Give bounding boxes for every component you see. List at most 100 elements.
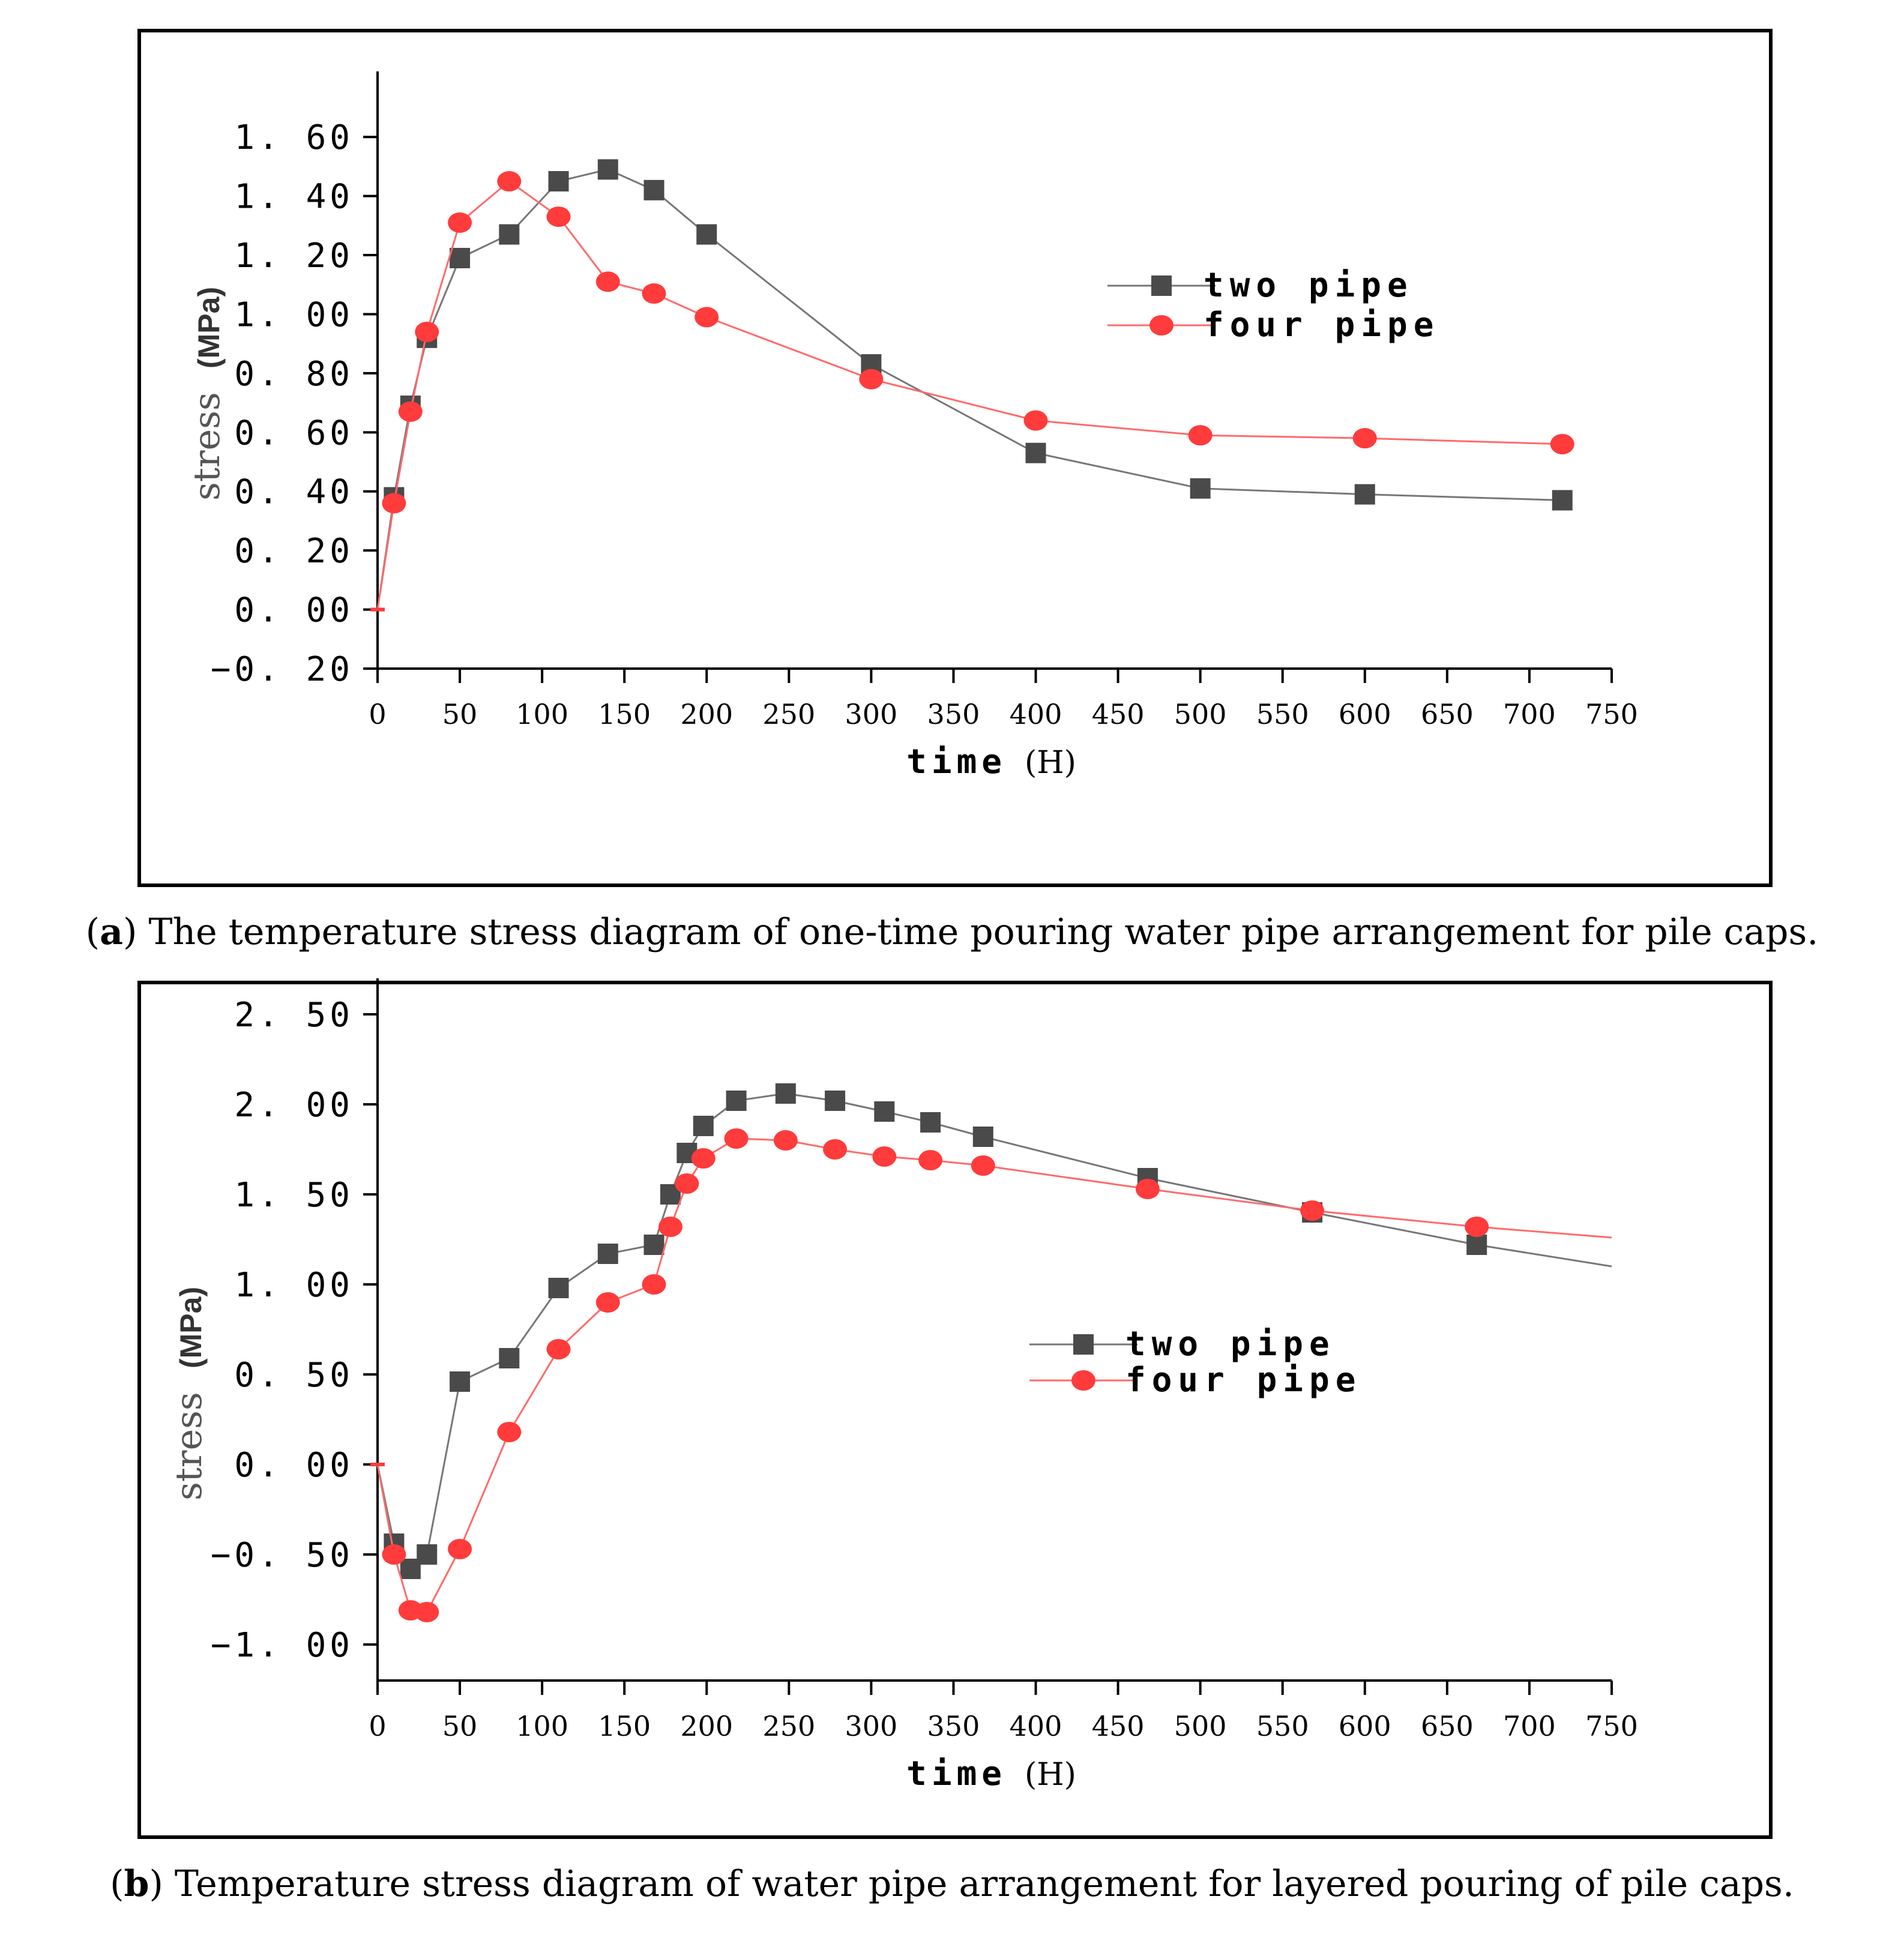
x-axis-title: time [906, 742, 1007, 781]
data-point-two-pipe [1466, 1235, 1487, 1255]
data-point-four-pipe [448, 212, 472, 233]
y-axis-title-unit: (MPa) [192, 287, 226, 369]
y-tick-label: 2. 00 [234, 1086, 354, 1125]
data-point-two-pipe [450, 1371, 471, 1392]
legend-label: two pipe [1204, 266, 1414, 305]
x-tick-label: 250 [762, 698, 815, 730]
x-axis-unit: (H) [1025, 745, 1076, 781]
x-tick-label: 50 [442, 698, 478, 730]
legend-marker-square [1073, 1334, 1094, 1355]
x-tick-label: 750 [1585, 698, 1638, 730]
data-point-two-pipe [548, 1278, 569, 1298]
y-axis-title: stress (MPa) [186, 287, 228, 501]
data-point-four-pipe [971, 1155, 995, 1176]
caption-a-text: The temperature stress diagram of one-ti… [137, 911, 1819, 953]
data-point-four-pipe [918, 1150, 943, 1170]
data-point-four-pipe [1352, 428, 1377, 449]
x-tick-label: 300 [845, 1710, 897, 1742]
legend-label: four pipe [1204, 305, 1439, 345]
data-point-four-pipe [595, 271, 620, 292]
x-tick-label: 150 [598, 698, 651, 730]
y-axis-title: stress (MPa) [168, 1287, 210, 1500]
x-tick-label: 0 [369, 1710, 386, 1742]
x-tick-label: 350 [927, 698, 980, 730]
data-point-four-pipe [497, 1422, 522, 1442]
legend-marker-circle [1071, 1370, 1095, 1391]
x-tick-label: 300 [845, 698, 897, 730]
x-tick-label: 450 [1092, 698, 1145, 730]
y-tick-label: 0. 60 [234, 414, 354, 453]
data-point-two-pipe [1190, 478, 1211, 499]
y-tick-label: 1. 00 [234, 1266, 354, 1305]
x-tick-label: 550 [1256, 698, 1309, 730]
series-line-four-pipe [376, 1137, 1612, 1613]
data-point-two-pipe [499, 1348, 520, 1368]
data-point-four-pipe [1550, 434, 1574, 454]
data-point-four-pipe [658, 1217, 682, 1237]
data-point-four-pipe [872, 1146, 897, 1167]
data-point-four-pipe [642, 283, 666, 304]
data-point-four-pipe [1188, 425, 1213, 446]
data-point-four-pipe [694, 307, 719, 328]
data-point-four-pipe [1300, 1200, 1325, 1221]
x-tick-label: 600 [1339, 1710, 1391, 1742]
x-tick-label: 100 [516, 698, 568, 730]
data-point-two-pipe [1025, 442, 1046, 463]
x-tick-label: 350 [927, 1710, 980, 1742]
data-point-two-pipe [920, 1112, 941, 1133]
chart-a-svg: −0. 20 0. 00 0. 20 0. 40 0. 60 0. 80 1. 00 1. 2… [186, 71, 1638, 781]
x-tick-label: 400 [1010, 698, 1062, 730]
legend-marker-circle [1149, 315, 1173, 336]
y-tick-label: −0. 20 [211, 650, 354, 689]
legend-label: two pipe [1125, 1325, 1336, 1364]
data-point-four-pipe [823, 1139, 848, 1160]
data-point-two-pipe [693, 1116, 714, 1136]
data-point-four-pipe [773, 1130, 798, 1151]
data-point-four-pipe [859, 369, 884, 390]
x-tick-label: 550 [1256, 1710, 1309, 1742]
x-axis-unit: (H) [1025, 1757, 1076, 1793]
caption-b-label: b [124, 1863, 149, 1905]
data-point-two-pipe [726, 1091, 747, 1111]
x-tick-label: 600 [1339, 698, 1391, 730]
data-point-two-pipe [548, 171, 569, 192]
chart-panel-b: −1. 00 −0. 50 0. 00 0. 50 1. 00 1. 50 2. 00 2. … [137, 978, 1773, 1839]
x-axis-title: time [906, 1754, 1007, 1793]
x-tick-label: 500 [1174, 698, 1227, 730]
caption-a-label: a [100, 911, 123, 953]
caption-b-text: Temperature stress diagram of water pipe… [163, 1863, 1794, 1905]
y-tick-label: −0. 50 [211, 1536, 354, 1575]
x-tick-label: 400 [1010, 1710, 1062, 1742]
y-tick-label: 1. 40 [234, 178, 354, 217]
series-line-four-pipe [376, 180, 1562, 610]
data-point-four-pipe [724, 1128, 749, 1149]
series-line-two-pipe [376, 1092, 1612, 1571]
y-tick-label: 1. 20 [234, 236, 354, 275]
y-tick-label: 0. 00 [234, 1446, 354, 1485]
y-tick-label: 0. 00 [234, 591, 354, 630]
x-tick-label: 150 [598, 1710, 651, 1742]
legend-label: four pipe [1125, 1361, 1361, 1400]
legend-marker-square [1151, 275, 1172, 296]
x-tick-label: 650 [1421, 1710, 1474, 1742]
x-tick-label: 200 [680, 1710, 733, 1742]
data-point-four-pipe [448, 1539, 472, 1559]
data-point-four-pipe [382, 1544, 406, 1565]
data-point-two-pipe [597, 159, 618, 180]
data-point-four-pipe [642, 1274, 666, 1295]
data-point-two-pipe [1552, 490, 1573, 511]
x-tick-label: 700 [1503, 1710, 1556, 1742]
data-point-two-pipe [874, 1101, 895, 1122]
x-tick-label: 700 [1503, 698, 1556, 730]
y-tick-label: 1. 60 [234, 118, 354, 157]
data-point-four-pipe [1135, 1179, 1160, 1199]
data-point-four-pipe [415, 1602, 439, 1622]
data-point-two-pipe [450, 247, 471, 268]
chart-b-svg: −1. 00 −0. 50 0. 00 0. 50 1. 00 1. 50 2. 00 2. … [168, 978, 1638, 1793]
y-tick-label: 2. 50 [234, 996, 354, 1035]
data-point-four-pipe [546, 206, 571, 227]
data-point-two-pipe [643, 1235, 664, 1255]
y-tick-label: −1. 00 [211, 1626, 354, 1665]
y-axis-title-text: stress [186, 392, 228, 501]
x-tick-label: 200 [680, 698, 733, 730]
